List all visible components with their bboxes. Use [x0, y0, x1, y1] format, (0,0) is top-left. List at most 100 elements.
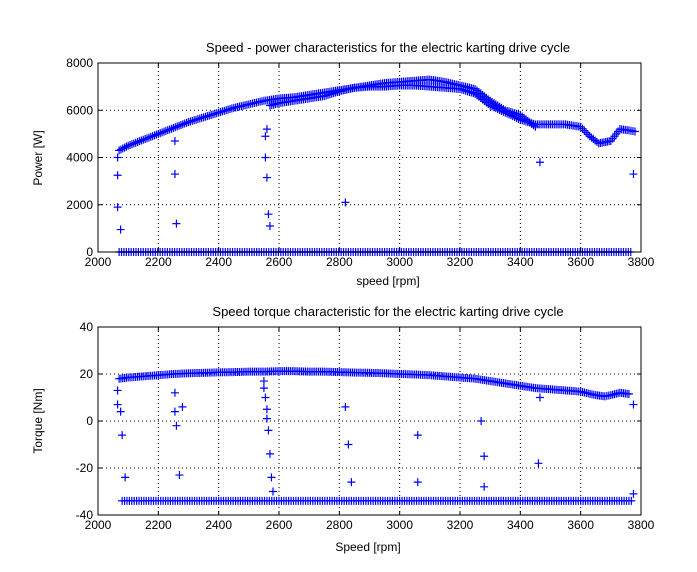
torque-chart-flat-point: [627, 496, 636, 505]
power-chart-xtick-label: 2800: [326, 255, 353, 269]
torque-chart-outlier-point: [347, 478, 356, 487]
power-chart-main-point: [173, 122, 182, 131]
power-chart-xtick-label: 3400: [507, 255, 534, 269]
torque-chart-xtick-label: 3800: [628, 518, 655, 532]
power-chart-xtick-label: 2200: [145, 255, 172, 269]
power-chart-outlier-point: [261, 153, 270, 162]
power-chart-main-point: [165, 125, 174, 134]
power-chart-main-point: [154, 129, 163, 138]
torque-chart-outlier-point: [170, 407, 179, 416]
torque-chart-xtick-label: 3400: [507, 518, 534, 532]
power-chart-main-point: [169, 123, 178, 132]
torque-chart-outlier-point: [116, 407, 125, 416]
power-chart-main-point: [152, 130, 161, 139]
power-chart-main-point: [144, 133, 153, 142]
power-chart-main-point: [133, 137, 142, 146]
torque-chart-xtick-label: 2800: [326, 518, 353, 532]
power-chart-main-point: [122, 142, 131, 151]
torque-chart-main-point: [624, 389, 633, 398]
torque-chart-outlier-point: [413, 431, 422, 440]
power-chart-main-point: [124, 141, 133, 150]
power-chart-main-point: [120, 143, 129, 152]
torque-chart-xtick-label: 2000: [85, 518, 112, 532]
torque-chart-xtick-label: 3000: [386, 518, 413, 532]
power-chart-main-point: [139, 135, 148, 144]
torque-chart-outlier-point: [113, 400, 122, 409]
power-chart-ylabel: Power [W]: [31, 130, 45, 185]
torque-chart-outlier-point: [259, 384, 268, 393]
power-chart-main-point: [127, 140, 136, 149]
power-chart-main-point: [118, 144, 127, 153]
torque-chart: Speed torque characteristic for the elec…: [31, 304, 655, 554]
power-chart-outlier-point: [262, 173, 271, 182]
power-chart-outlier-point: [116, 225, 125, 234]
torque-chart-ytick-label: 20: [80, 367, 94, 381]
power-chart-main-point: [176, 121, 185, 130]
power-chart-main-point: [137, 136, 146, 145]
torque-chart-marks: [113, 367, 638, 505]
power-chart-main-point: [126, 140, 135, 149]
power-chart-band-point: [499, 105, 508, 114]
torque-chart-xtick-label: 2400: [205, 518, 232, 532]
torque-chart-outlier-point: [629, 489, 638, 498]
power-chart-main-point: [159, 127, 168, 136]
power-chart-xtick-label: 2000: [85, 255, 112, 269]
power-chart-xtick-label: 2600: [266, 255, 293, 269]
power-chart-main-point: [576, 122, 585, 131]
power-chart-ytick-label: 0: [86, 245, 93, 259]
torque-chart-xtick-label: 3600: [567, 518, 594, 532]
power-chart-main-point: [163, 126, 172, 135]
power-chart-outlier-point: [265, 222, 274, 231]
torque-chart-outlier-point: [113, 386, 122, 395]
power-chart-main-point: [158, 128, 167, 137]
torque-chart-outlier-point: [118, 431, 127, 440]
torque-chart-outlier-point: [480, 482, 489, 491]
power-chart-xtick-label: 3800: [628, 255, 655, 269]
torque-chart-xtick-label: 3200: [447, 518, 474, 532]
power-chart-main-point: [182, 118, 191, 127]
power-chart-outlier-point: [262, 125, 271, 134]
power-chart-title: Speed - power characteristics for the el…: [206, 40, 570, 55]
power-chart-outlier-point: [264, 210, 273, 219]
power-chart-main-point: [580, 126, 589, 135]
power-chart-main-point: [131, 138, 140, 147]
power-chart-marks: [113, 75, 639, 256]
torque-chart-outlier-point: [267, 473, 276, 482]
power-chart-outlier-point: [629, 170, 638, 179]
torque-chart-ytick-label: 0: [86, 414, 93, 428]
power-chart-xtick-label: 3200: [447, 255, 474, 269]
torque-chart-outlier-point: [170, 388, 179, 397]
torque-chart-outlier-point: [268, 487, 277, 496]
power-chart-main-point: [115, 146, 124, 155]
torque-chart-outlier-point: [261, 393, 270, 402]
power-chart-main-point: [141, 135, 150, 144]
power-chart-band-point: [529, 121, 538, 130]
torque-chart-outlier-point: [262, 414, 271, 423]
torque-chart-outlier-point: [121, 473, 130, 482]
power-chart-ytick-label: 8000: [66, 56, 93, 70]
torque-chart-outlier-point: [344, 440, 353, 449]
torque-chart-outlier-point: [265, 449, 274, 458]
power-chart-xtick-label: 3600: [567, 255, 594, 269]
power-chart-ytick-label: 6000: [66, 103, 93, 117]
power-chart-ytick-label: 2000: [66, 198, 93, 212]
power-chart-outlier-point: [113, 171, 122, 180]
power-chart-main-point: [143, 134, 152, 143]
power-chart-main-point: [146, 132, 155, 141]
torque-chart-outlier-point: [264, 426, 273, 435]
torque-chart-outlier-point: [175, 471, 184, 480]
power-chart-xtick-label: 2400: [205, 255, 232, 269]
torque-chart-xtick-label: 2600: [266, 518, 293, 532]
torque-chart-outlier-point: [172, 421, 181, 430]
power-chart-main-point: [178, 120, 187, 129]
power-chart-main-point: [156, 129, 165, 138]
power-chart-main-point: [171, 123, 180, 132]
power-chart-main-point: [167, 124, 176, 133]
torque-chart-outlier-point: [262, 405, 271, 414]
torque-chart-outlier-point: [413, 478, 422, 487]
torque-chart-frame: [97, 326, 642, 516]
power-chart-outlier-point: [172, 219, 181, 228]
power-chart-main-point: [135, 137, 144, 146]
power-chart-main-point: [148, 132, 157, 141]
